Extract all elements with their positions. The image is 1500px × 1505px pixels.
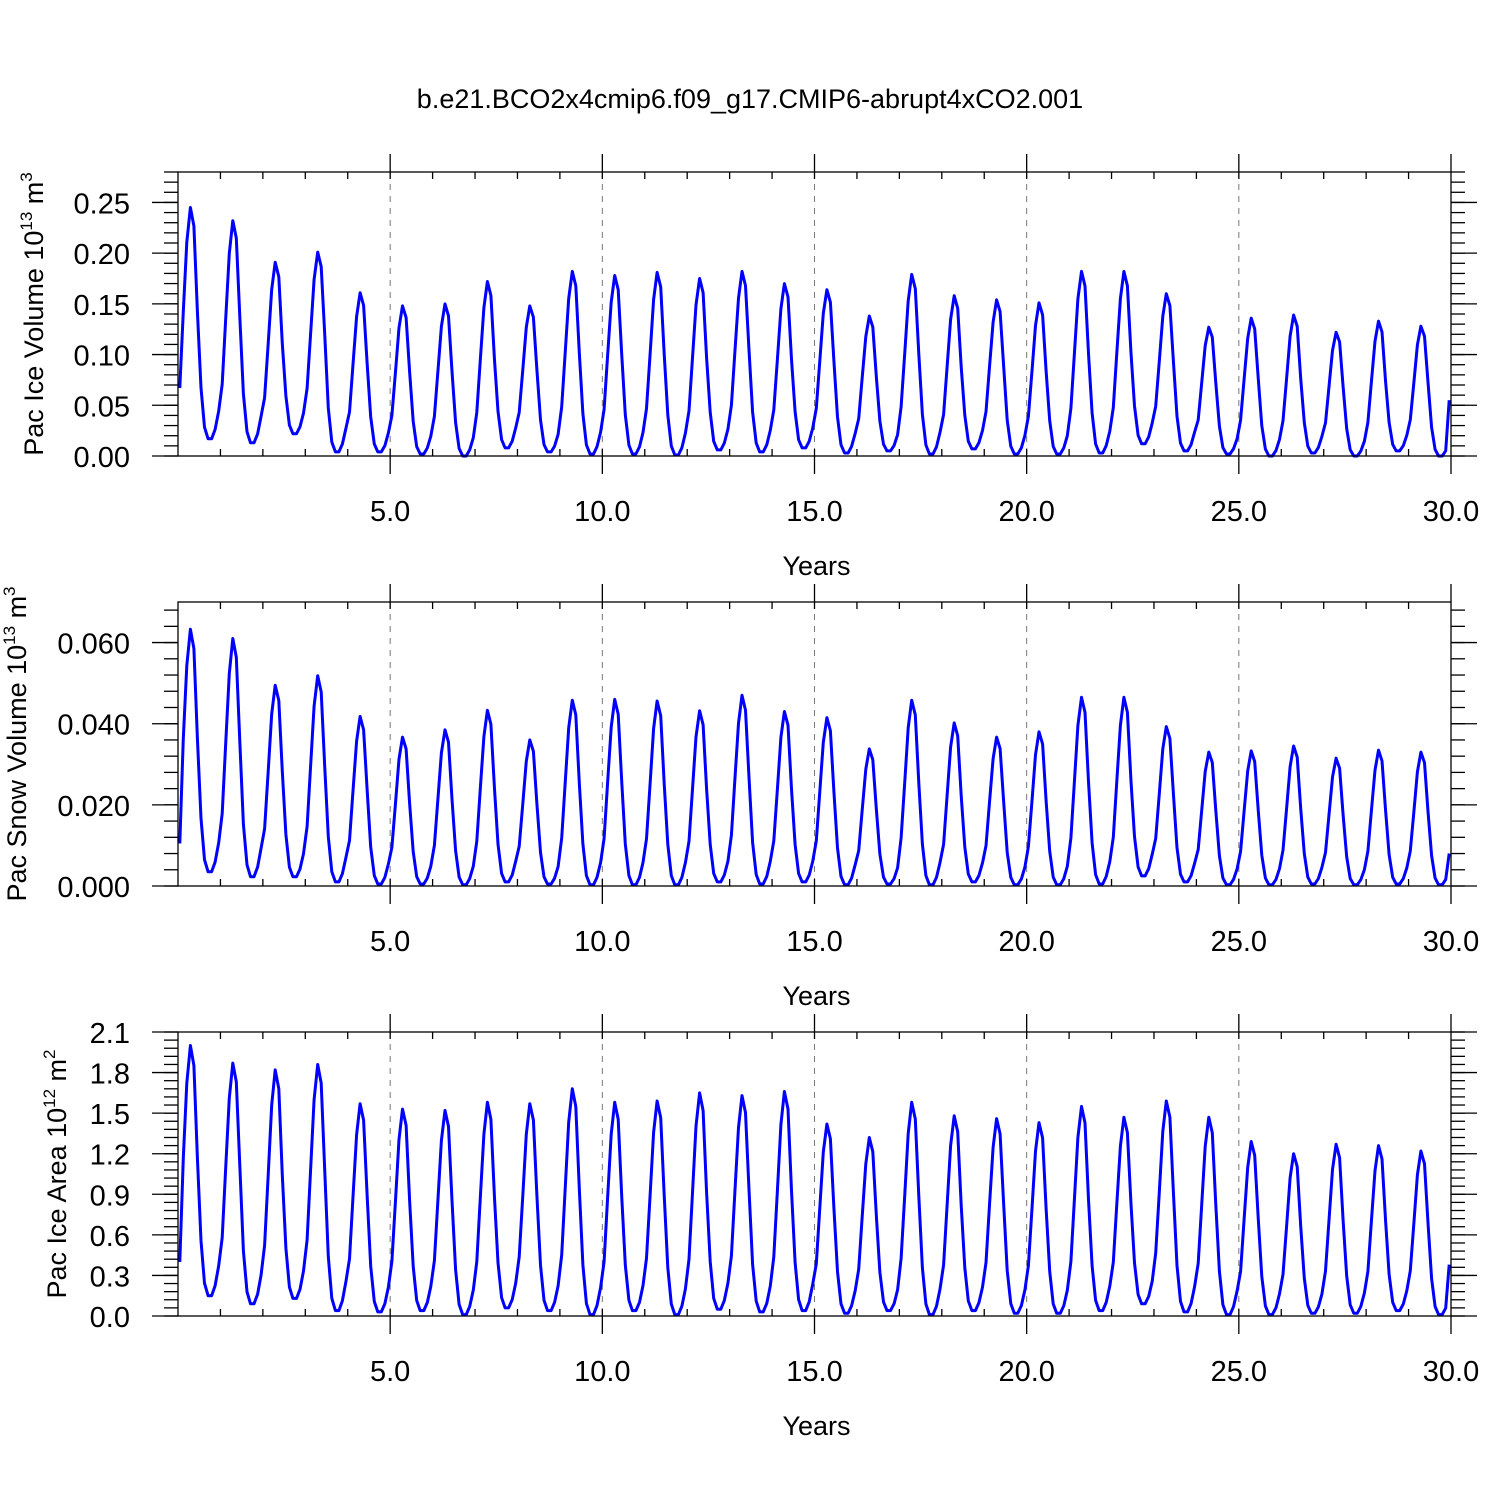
x-tick-label: 10.0: [574, 926, 630, 958]
y-tick-label: 0.000: [57, 872, 130, 904]
y-tick-label: 0.05: [74, 391, 130, 423]
x-tick-label: 20.0: [998, 926, 1054, 958]
y-tick-label: 2.1: [90, 1018, 130, 1050]
x-tick-label: 25.0: [1211, 496, 1267, 528]
figure-title: b.e21.BCO2x4cmip6.f09_g17.CMIP6-abrupt4x…: [417, 84, 1083, 114]
y-axis-title: Pac Ice Area 1012 m2: [40, 1049, 72, 1298]
y-tick-label: 1.8: [90, 1059, 130, 1091]
x-tick-label: 20.0: [998, 496, 1054, 528]
x-tick-label: 30.0: [1423, 926, 1479, 958]
x-tick-label: 10.0: [574, 496, 630, 528]
y-tick-label: 1.5: [90, 1099, 130, 1131]
y-tick-label: 0.6: [90, 1221, 130, 1253]
y-tick-label: 0.040: [57, 710, 130, 742]
x-tick-label: 15.0: [786, 926, 842, 958]
x-tick-label: 15.0: [786, 1356, 842, 1388]
y-axis-title: Pac Snow Volume 1013 m3: [0, 586, 32, 901]
y-tick-label: 0.00: [74, 442, 130, 474]
chart-panel-3: 5.0 10.0 15.0 20.0 25.0 30.0 Years 0.0 0.3 0.6 0.9…: [40, 1014, 1479, 1441]
x-tick-label: 30.0: [1423, 1356, 1479, 1388]
x-tick-label: 30.0: [1423, 496, 1479, 528]
x-tick-label: 10.0: [574, 1356, 630, 1388]
chart-panel-2: 5.0 10.0 15.0 20.0 25.0 30.0 Years 0.000 0.020 0.…: [0, 584, 1479, 1011]
y-tick-label: 1.2: [90, 1140, 130, 1172]
y-axis-title: Pac Ice Volume 1013 m3: [17, 172, 49, 456]
chart-panel-1: 5.0 10.0 15.0 20.0 25.0 30.0 Years 0.00 0.05 0.10…: [17, 154, 1479, 581]
y-tick-label: 0.20: [74, 239, 130, 271]
x-tick-label: 5.0: [370, 496, 410, 528]
x-tick-label: 25.0: [1211, 926, 1267, 958]
x-tick-label: 5.0: [370, 1356, 410, 1388]
x-axis-title: Years: [782, 1411, 850, 1441]
y-tick-label: 0.25: [74, 188, 130, 220]
y-tick-label: 0.3: [90, 1261, 130, 1293]
y-tick-label: 0.020: [57, 791, 130, 823]
x-axis-title: Years: [782, 551, 850, 581]
x-axis-title: Years: [782, 981, 850, 1011]
x-tick-label: 5.0: [370, 926, 410, 958]
y-tick-label: 0.15: [74, 290, 130, 322]
x-tick-label: 25.0: [1211, 1356, 1267, 1388]
y-tick-label: 0.9: [90, 1180, 130, 1212]
y-tick-label: 0.060: [57, 629, 130, 661]
x-tick-label: 20.0: [998, 1356, 1054, 1388]
y-tick-label: 0.10: [74, 341, 130, 373]
x-tick-label: 15.0: [786, 496, 842, 528]
y-tick-label: 0.0: [90, 1302, 130, 1334]
